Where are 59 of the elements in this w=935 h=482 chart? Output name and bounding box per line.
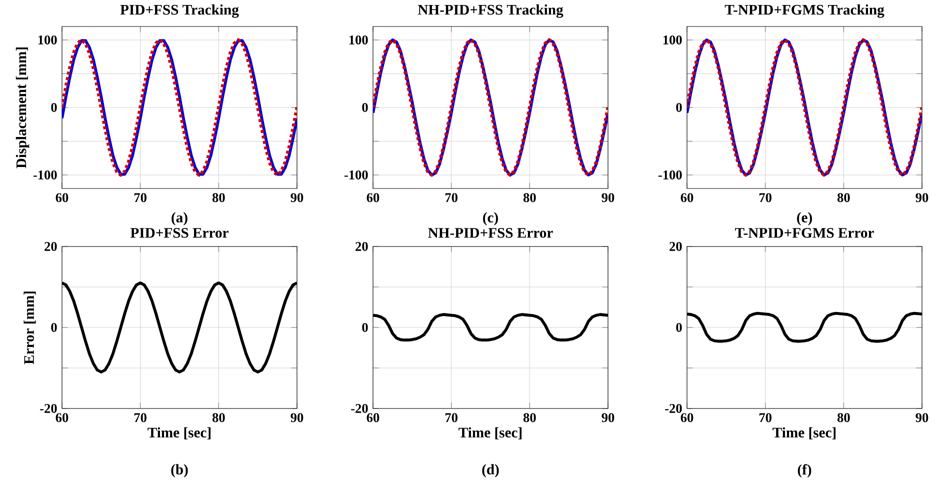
y-tick-label: 0 bbox=[362, 322, 368, 332]
x-tick-label: 90 bbox=[916, 193, 928, 202]
y-tick-label: -20 bbox=[351, 404, 368, 413]
x-tick-label: 80 bbox=[523, 413, 536, 422]
x-tick-label: 70 bbox=[759, 413, 772, 422]
x-tick-label: 90 bbox=[602, 413, 614, 422]
x-tick-label: 90 bbox=[602, 193, 614, 202]
chart-title: T-NPID+FGMS Error bbox=[735, 228, 874, 238]
x-axis-title: Time [sec] bbox=[772, 427, 836, 440]
y-tick-label: -100 bbox=[33, 170, 57, 180]
text: (f) bbox=[798, 464, 812, 478]
text: (d) bbox=[482, 464, 499, 478]
x-tick-label: 70 bbox=[445, 193, 458, 202]
chart-title: PID+FSS Error bbox=[130, 228, 228, 238]
x-tick-label: 80 bbox=[837, 193, 850, 202]
y-tick-label: 100 bbox=[38, 35, 57, 44]
x-tick-label: 80 bbox=[837, 413, 850, 422]
y-tick-label: 0 bbox=[362, 102, 368, 112]
chart-title: PID+FSS Tracking bbox=[120, 4, 239, 18]
x-tick-label: 60 bbox=[680, 413, 694, 422]
x-tick-label: 70 bbox=[134, 193, 146, 202]
y-tick-label: -100 bbox=[344, 170, 368, 180]
y-tick-label: 20 bbox=[670, 242, 682, 251]
y-tick-label: -20 bbox=[665, 404, 682, 413]
x-tick-label: 80 bbox=[523, 193, 536, 202]
x-axis-title: Time [sec] bbox=[458, 427, 522, 440]
text: (e) bbox=[797, 212, 812, 226]
y-axis-title: Error [mm] bbox=[24, 292, 36, 364]
y-tick-label: 20 bbox=[44, 242, 57, 251]
x-tick-label: 70 bbox=[759, 193, 772, 202]
x-tick-label: 90 bbox=[290, 193, 304, 202]
y-tick-label: 0 bbox=[676, 322, 682, 332]
y-tick-label: 20 bbox=[356, 242, 368, 251]
chart-title: NH-PID+FSS Error bbox=[428, 228, 553, 238]
x-tick-label: 60 bbox=[56, 413, 68, 422]
y-tick-label: 100 bbox=[349, 35, 368, 44]
x-tick-label: 60 bbox=[680, 193, 694, 202]
x-tick-label: 90 bbox=[290, 413, 304, 422]
y-axis-title: Displacement [mm] bbox=[16, 48, 30, 168]
text: (a) bbox=[172, 212, 188, 226]
y-tick-label: -100 bbox=[658, 170, 682, 180]
chart-title: T-NPID+FGMS Tracking bbox=[724, 4, 884, 18]
text: (b) bbox=[171, 464, 188, 478]
y-tick-label: 0 bbox=[51, 102, 57, 112]
x-axis-title: Time [sec] bbox=[148, 427, 211, 440]
x-tick-label: 80 bbox=[212, 413, 225, 422]
y-tick-label: 0 bbox=[51, 322, 57, 332]
chart-title: NH-PID+FSS Tracking bbox=[418, 4, 564, 18]
y-tick-label: 0 bbox=[676, 102, 682, 112]
y-tick-label: -20 bbox=[40, 404, 57, 413]
x-tick-label: 80 bbox=[212, 193, 225, 202]
y-tick-label: 100 bbox=[663, 35, 682, 44]
x-tick-label: 60 bbox=[56, 193, 68, 202]
x-tick-label: 70 bbox=[445, 413, 458, 422]
x-tick-label: 60 bbox=[366, 413, 380, 422]
x-tick-label: 60 bbox=[366, 193, 380, 202]
x-tick-label: 70 bbox=[134, 413, 146, 422]
text: (c) bbox=[483, 212, 498, 226]
x-tick-label: 90 bbox=[916, 413, 928, 422]
